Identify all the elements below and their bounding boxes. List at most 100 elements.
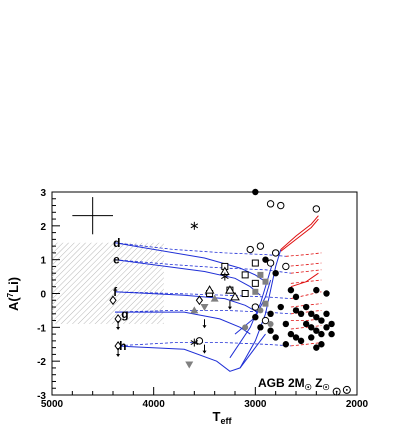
filled-circle-point [277, 303, 284, 311]
model-solid-track [114, 333, 266, 372]
model-steep-track [229, 262, 274, 359]
gray-square-point [262, 300, 269, 307]
y-tick-label: -2 [37, 357, 46, 368]
filled-circle-point [282, 341, 290, 348]
x-axis-title: Teff [213, 409, 233, 425]
open-triangle-point [204, 285, 215, 294]
filled-circle-point [252, 313, 259, 321]
open-diamond-point [195, 295, 204, 306]
filled-circle-point [272, 334, 279, 341]
open-circle-point [277, 201, 285, 210]
x-tick-label: 3000 [244, 399, 267, 410]
open-circle-point [266, 259, 275, 267]
model-solid-track [114, 291, 258, 313]
filled-circle-point [252, 188, 259, 196]
upper-limit-point [116, 320, 121, 330]
y-tick-label: -1 [37, 323, 46, 334]
upper-limit-point [116, 348, 121, 358]
filled-circle-point [313, 344, 320, 351]
filled-circle-point [313, 327, 320, 334]
upper-limit-point [227, 300, 232, 310]
filled-circle-point [267, 310, 274, 317]
open-square-point [241, 271, 249, 279]
gray-triangle-down-point [185, 361, 194, 369]
hatched-area [52, 242, 164, 324]
open-square-point [241, 290, 249, 297]
open-circle-point [246, 245, 254, 254]
sun-symbol-point [342, 385, 351, 394]
filled-circle-point [262, 256, 269, 263]
data-markers [109, 188, 351, 396]
filled-circle-point [308, 310, 315, 317]
gray-circle-point [267, 320, 274, 327]
model-red-dashed-track [285, 262, 322, 267]
model-dashed-track [114, 342, 291, 347]
gray-square-point [262, 278, 269, 285]
filled-circle-point [292, 307, 300, 314]
filled-circle-point [313, 286, 320, 294]
y-tick-label: 1 [40, 256, 46, 267]
gray-circle-point [257, 307, 264, 314]
gray-triangle-down-point [200, 304, 209, 312]
model-red-dashed-track [285, 252, 322, 257]
open-circle-point [312, 205, 321, 213]
curve-label-f: f [113, 285, 118, 299]
filled-circle-point [292, 293, 300, 301]
filled-circle-point [287, 330, 295, 338]
filled-circle-point [257, 324, 264, 331]
star-point [190, 221, 199, 230]
model-red-dashed-track [290, 279, 322, 284]
filled-circle-point [267, 327, 274, 334]
star-point [190, 338, 199, 347]
filled-circle-point [297, 337, 305, 345]
model-red-dashed-track [290, 269, 322, 274]
filled-circle-point [323, 290, 330, 297]
model-red-solid-track [280, 218, 319, 252]
x-tick-label: 5000 [41, 399, 64, 410]
gray-square-point [252, 288, 259, 295]
upper-limit-point [202, 344, 207, 354]
y-tick-label: 0 [40, 290, 46, 301]
filled-circle-point [328, 330, 335, 338]
model-red-solid-track [290, 272, 319, 288]
open-circle-point [282, 262, 290, 271]
open-circle-point [261, 316, 270, 325]
curve-label-g: g [121, 307, 128, 321]
filled-circle-point [282, 320, 290, 328]
filled-circle-point [323, 324, 330, 331]
gray-triangle-point [210, 294, 219, 302]
gray-circle-point [242, 324, 249, 331]
model-dashed-track [114, 242, 286, 257]
x-tick-label: 2000 [346, 399, 369, 410]
filled-circle-point [313, 313, 320, 321]
model-red-solid-track [280, 215, 319, 250]
open-square-point [251, 259, 259, 267]
filled-circle-point [318, 341, 325, 348]
filled-circle-point [323, 310, 330, 317]
model-curves [114, 215, 322, 372]
open-circle-point [256, 242, 265, 250]
open-circle-point [251, 303, 260, 311]
filled-circle-point [297, 310, 305, 317]
curve-label-d: d [113, 236, 120, 250]
filled-circle-point [272, 270, 279, 277]
filled-circle-point [308, 324, 315, 331]
open-triangle-point [225, 285, 235, 294]
hatched-region [52, 242, 164, 324]
y-axis-title: A(7Li) [6, 277, 21, 311]
open-square-point [251, 279, 259, 287]
y-tick-label: 3 [40, 188, 46, 199]
gray-triangle-point [190, 306, 199, 314]
model-annotation: AGB 2M☉ Z☉ [258, 376, 330, 392]
y-tick-label: -3 [37, 391, 46, 402]
filled-circle-point [292, 334, 300, 341]
gray-square-point [257, 271, 264, 278]
model-red-dashed-track [290, 342, 322, 347]
x-tick-label: 4000 [143, 399, 166, 410]
filled-circle-point [302, 320, 310, 328]
curve-labels: de fg h [113, 236, 128, 353]
star-point [221, 272, 229, 281]
axes: 5000 4000 3000 2000 -3 -2 -1 0 1 2 3 [37, 188, 368, 410]
filled-circle-point [302, 303, 310, 311]
